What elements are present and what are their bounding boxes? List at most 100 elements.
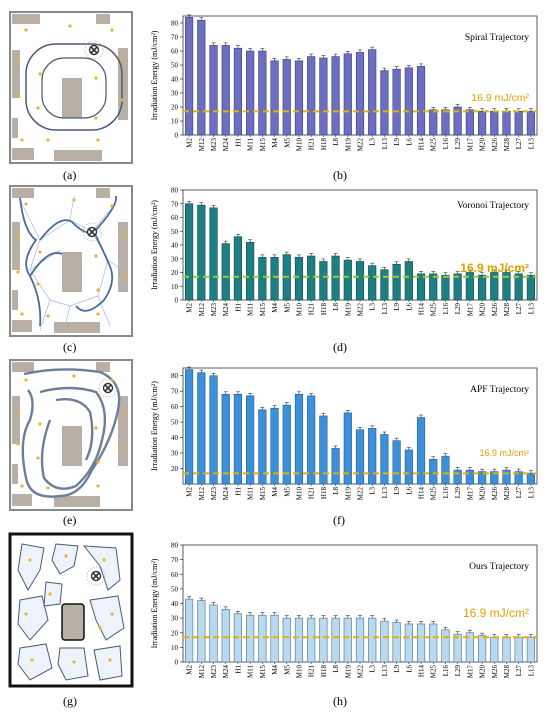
bar <box>331 617 340 663</box>
x-tick-label: M28 <box>503 303 511 317</box>
obstacle <box>54 150 102 161</box>
bar <box>331 255 340 301</box>
x-tick-label: M23 <box>210 138 218 152</box>
sample-point <box>24 612 28 616</box>
sample-point <box>20 138 24 142</box>
obstacle <box>12 494 32 506</box>
y-tick-label: 30 <box>171 90 179 98</box>
bar <box>258 614 267 663</box>
coverage-region <box>51 543 79 575</box>
chart-title: Spiral Trajectory <box>465 33 529 43</box>
y-tick-label: 60 <box>171 48 179 56</box>
obstacle <box>12 290 18 310</box>
y-tick-label: 60 <box>171 571 179 579</box>
bar <box>294 617 304 663</box>
sample-point <box>36 282 40 286</box>
y-tick-label: 30 <box>171 255 179 263</box>
sample-point <box>38 422 42 426</box>
y-tick-label: 80 <box>171 542 179 550</box>
bar <box>502 636 511 663</box>
bar <box>441 455 450 485</box>
x-tick-label: L6 <box>405 487 413 495</box>
spiral-path <box>41 57 107 119</box>
x-tick-label: M26 <box>491 487 499 501</box>
y-tick-label: 70 <box>171 200 179 208</box>
bar <box>355 617 365 663</box>
bar <box>246 395 255 485</box>
y-tick-label: 80 <box>171 187 179 195</box>
robot-range <box>98 378 118 398</box>
bar <box>526 472 535 485</box>
obstacle <box>12 396 20 444</box>
panel-label-c: (c) <box>63 340 77 354</box>
x-tick-label: M12 <box>198 665 206 679</box>
bar <box>380 70 389 136</box>
x-tick-label: M19 <box>344 138 352 152</box>
bar <box>355 429 365 485</box>
bar <box>477 110 487 136</box>
sample-point <box>72 660 76 664</box>
sample-point <box>28 558 32 562</box>
x-tick-label: M4 <box>271 303 279 313</box>
robot-range <box>86 566 106 586</box>
x-tick-label: L29 <box>454 138 462 150</box>
sample-point <box>38 250 42 254</box>
x-tick-label: M25 <box>430 665 438 679</box>
bar <box>453 273 462 301</box>
chart-title: Voronoi Trajectory <box>457 201 529 211</box>
bar <box>221 609 230 663</box>
bar <box>453 469 462 485</box>
coverage-region <box>17 643 53 681</box>
obstacle <box>12 14 40 24</box>
bar <box>282 404 291 485</box>
x-tick-label: L8 <box>332 138 340 146</box>
bar <box>526 110 535 136</box>
x-tick-label: M24 <box>222 665 230 679</box>
bar <box>343 617 352 663</box>
bar <box>490 636 499 663</box>
x-tick-label: M15 <box>259 487 267 501</box>
sample-point <box>94 426 98 430</box>
sample-point <box>16 94 20 98</box>
coverage-region <box>57 647 89 681</box>
bar <box>246 241 255 301</box>
bar <box>185 17 194 136</box>
floor-map-a <box>9 11 133 164</box>
x-tick-label: L13 <box>527 138 535 150</box>
y-tick-label: 20 <box>171 104 179 112</box>
bar <box>514 273 523 301</box>
bar <box>441 109 450 136</box>
sample-point <box>30 658 34 662</box>
obstacle <box>96 14 110 24</box>
bar <box>343 53 352 136</box>
bar <box>404 261 413 301</box>
bar <box>270 614 279 663</box>
coverage-region <box>89 595 125 641</box>
bar <box>514 636 523 663</box>
x-tick-label: M22 <box>357 303 365 317</box>
sample-point <box>46 138 50 142</box>
obstacle <box>12 50 20 98</box>
y-tick-label: 50 <box>171 62 179 70</box>
x-tick-label: M28 <box>503 665 511 679</box>
obstacle <box>12 320 32 332</box>
bar <box>392 622 401 663</box>
x-tick-label: M17 <box>466 303 474 317</box>
y-tick-label: 80 <box>171 372 179 380</box>
x-tick-label: H21 <box>308 138 316 151</box>
bar <box>197 204 206 301</box>
x-tick-label: L29 <box>454 665 462 677</box>
x-tick-label: H18 <box>320 487 328 500</box>
x-tick-label: M24 <box>222 487 230 501</box>
x-tick-label: M11 <box>247 665 255 678</box>
x-tick-label: L6 <box>405 303 413 311</box>
coverage-region <box>82 545 121 591</box>
y-tick-label: 50 <box>171 585 179 593</box>
bar <box>258 257 267 301</box>
sample-point <box>108 658 112 662</box>
bar <box>502 469 511 485</box>
bar <box>270 60 279 136</box>
x-tick-label: H18 <box>320 303 328 316</box>
x-tick-label: M24 <box>222 303 230 317</box>
x-tick-label: M11 <box>247 138 255 151</box>
